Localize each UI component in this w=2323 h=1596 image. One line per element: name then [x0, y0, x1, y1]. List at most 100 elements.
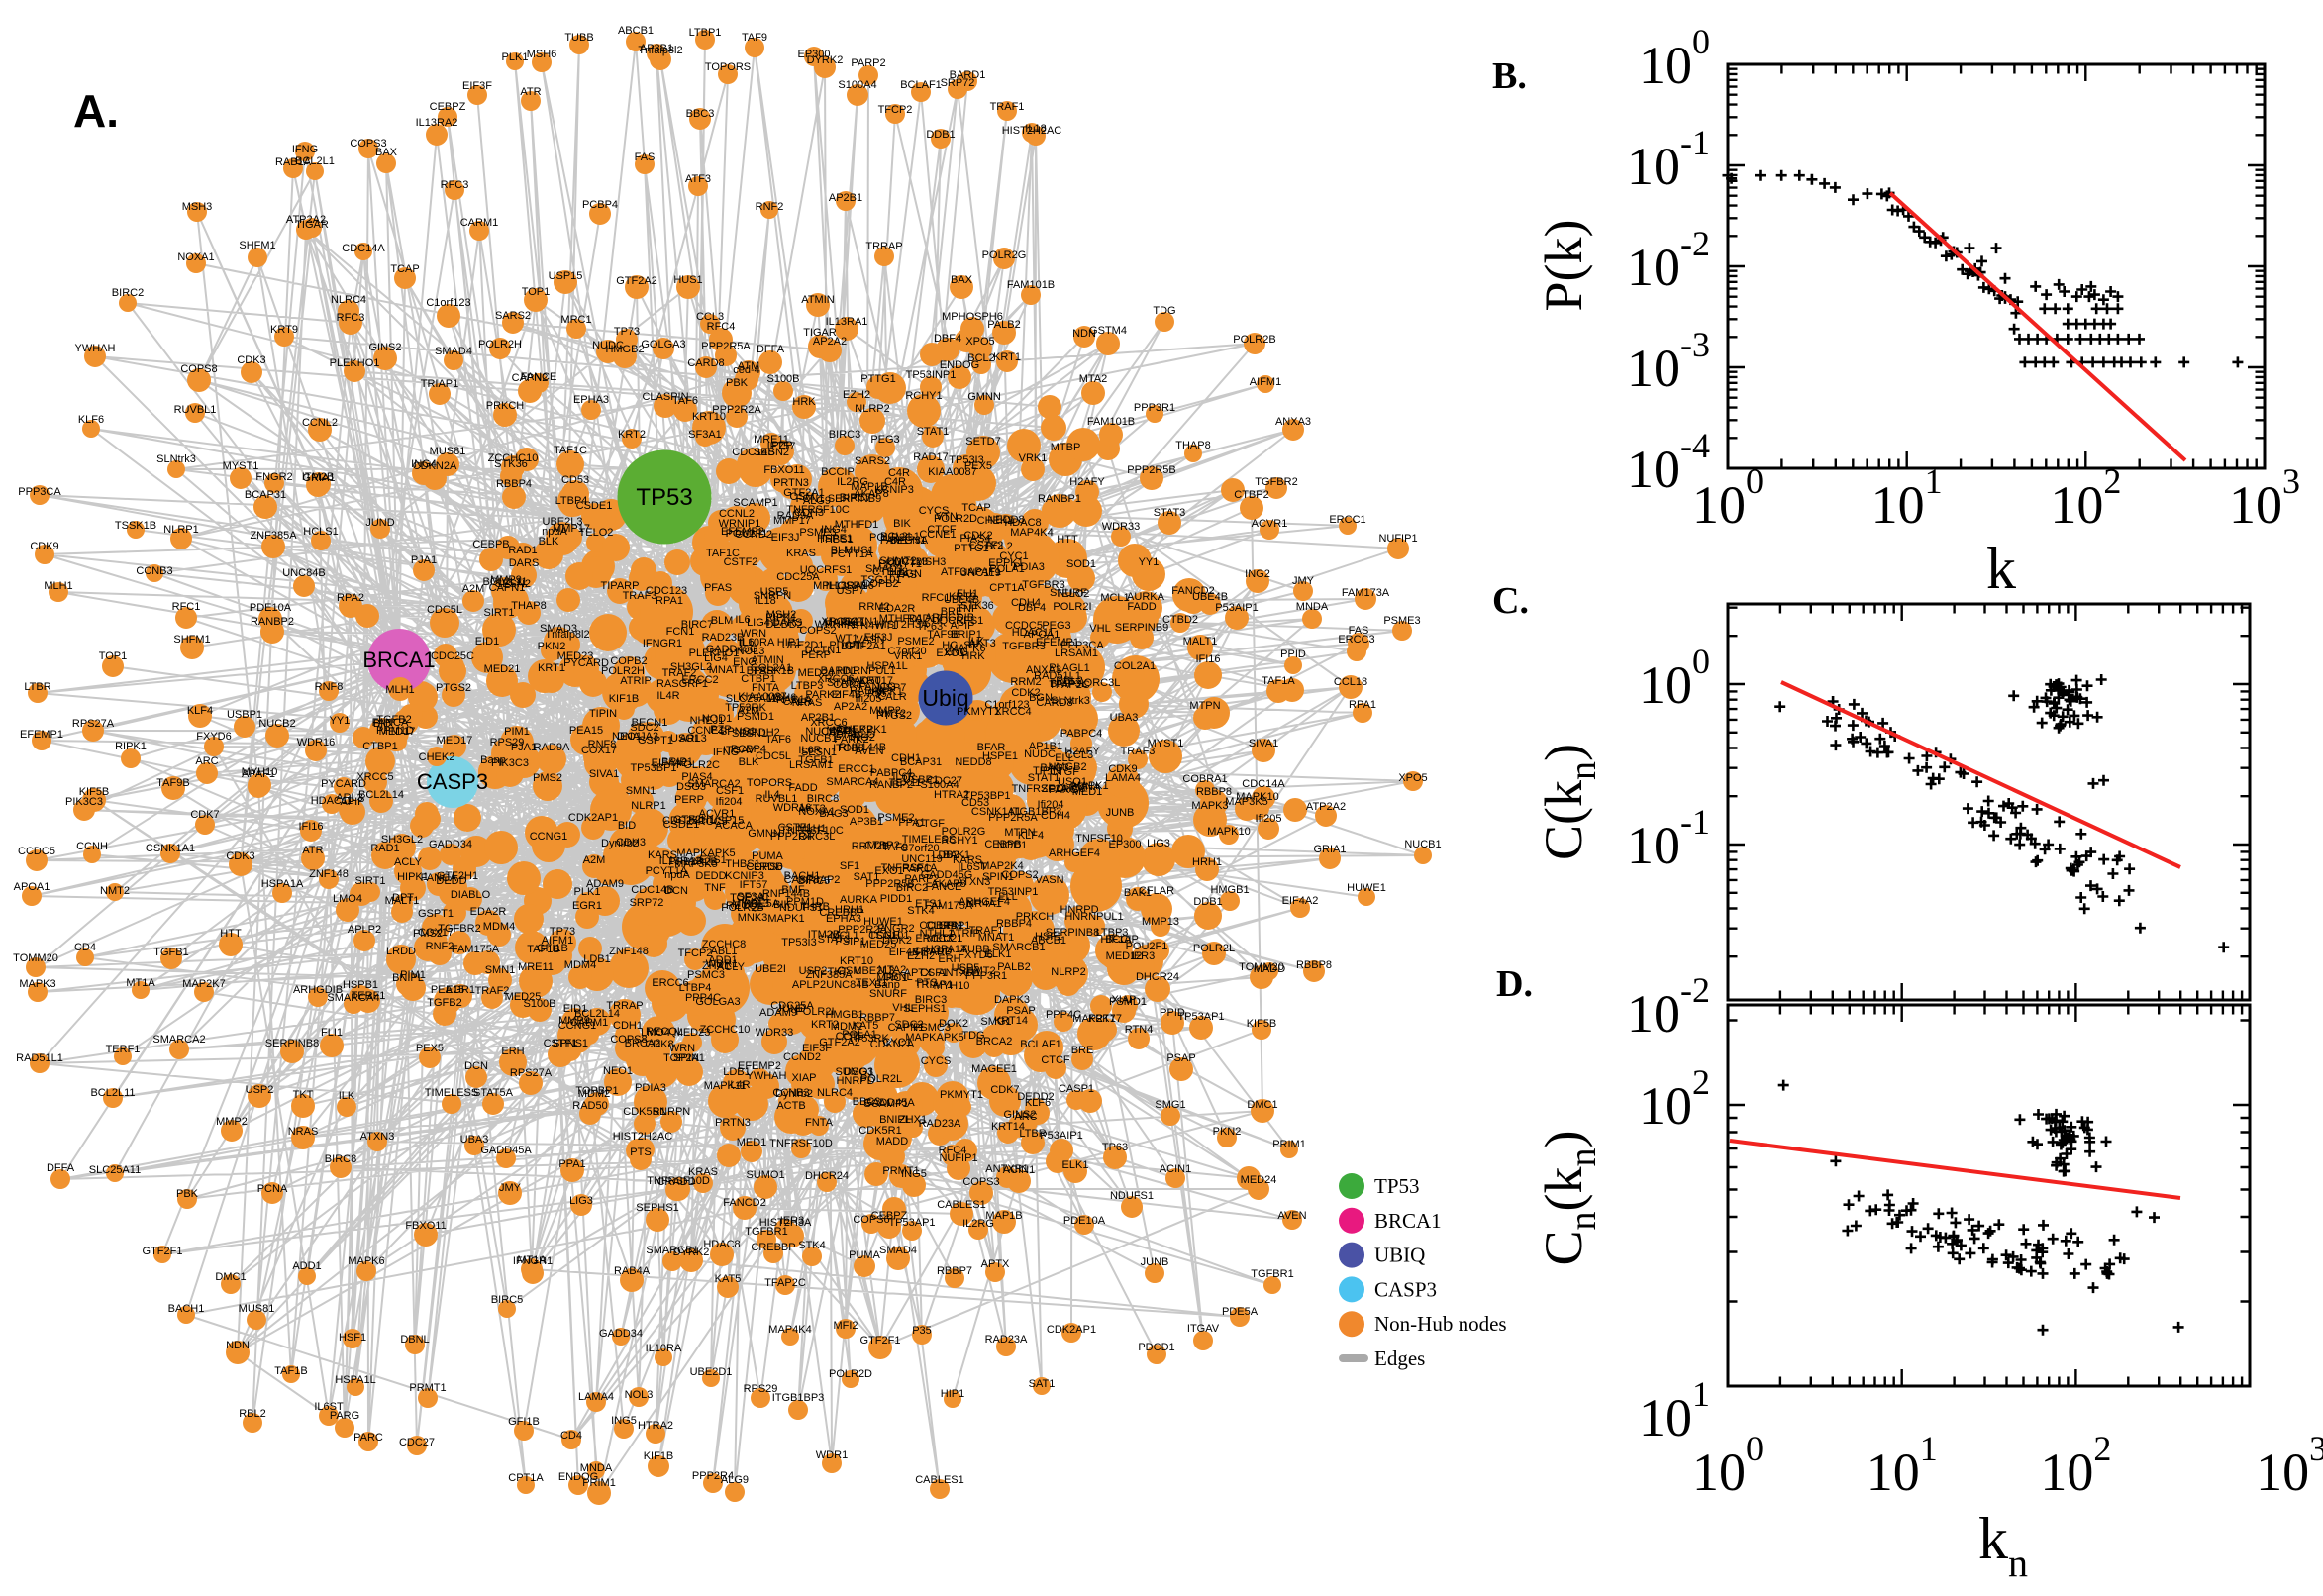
- svg-text:COPS3: COPS3: [350, 138, 386, 150]
- svg-text:MAP1B: MAP1B: [985, 1210, 1022, 1222]
- svg-text:k: k: [1986, 536, 2016, 601]
- svg-text:NR4A1: NR4A1: [966, 898, 1001, 910]
- svg-text:BCL2L11: BCL2L11: [90, 1087, 135, 1099]
- svg-text:USO1: USO1: [1058, 776, 1087, 788]
- svg-text:CASP3: CASP3: [417, 769, 488, 794]
- svg-text:kn: kn: [1978, 1506, 2028, 1585]
- svg-text:STK4: STK4: [798, 1240, 826, 1251]
- svg-text:TNFSF10: TNFSF10: [1075, 833, 1123, 845]
- svg-text:TOPORS: TOPORS: [747, 777, 792, 789]
- svg-text:ING5: ING5: [611, 1415, 637, 1427]
- svg-text:ADAM9: ADAM9: [759, 1007, 797, 1019]
- svg-text:JUNB: JUNB: [1141, 1256, 1169, 1268]
- svg-text:TGFB2: TGFB2: [376, 714, 411, 726]
- svg-text:10-2: 10-2: [1627, 224, 1710, 297]
- svg-text:KRT9: KRT9: [949, 591, 976, 603]
- svg-text:RAB4A: RAB4A: [614, 1265, 651, 1277]
- svg-text:RFC1: RFC1: [172, 601, 201, 613]
- svg-text:LMO4: LMO4: [333, 893, 362, 905]
- svg-text:ACIN1: ACIN1: [1160, 1163, 1191, 1175]
- svg-text:PMS2: PMS2: [533, 772, 562, 784]
- svg-text:SUMO1: SUMO1: [746, 1169, 784, 1181]
- svg-text:SF1: SF1: [840, 860, 859, 872]
- svg-text:NOL3: NOL3: [625, 1389, 654, 1401]
- svg-text:GTF2A1: GTF2A1: [783, 487, 825, 499]
- svg-text:B.: B.: [1492, 55, 1527, 97]
- svg-text:MED23: MED23: [674, 1027, 711, 1039]
- svg-text:TRRAP: TRRAP: [606, 1000, 643, 1012]
- svg-text:CDC14A: CDC14A: [342, 243, 385, 254]
- svg-text:MED25: MED25: [505, 991, 542, 1003]
- svg-text:COPS6: COPS6: [853, 1214, 889, 1226]
- svg-text:PPP2R5B: PPP2R5B: [1127, 464, 1176, 476]
- svg-text:TP53: TP53: [1374, 1174, 1420, 1198]
- svg-text:NLRP1: NLRP1: [163, 524, 198, 536]
- svg-text:MYST1: MYST1: [223, 460, 259, 472]
- svg-text:TAF9: TAF9: [742, 32, 767, 44]
- svg-text:MSH6: MSH6: [527, 49, 557, 60]
- svg-text:SIVA1: SIVA1: [1249, 738, 1278, 749]
- svg-text:BCCIP: BCCIP: [1105, 934, 1139, 946]
- svg-text:CD53: CD53: [561, 474, 589, 486]
- svg-text:CDC14B: CDC14B: [631, 884, 673, 896]
- svg-text:COPS3: COPS3: [962, 1176, 999, 1188]
- svg-text:RRM2: RRM2: [858, 601, 889, 613]
- svg-text:MNAT1: MNAT1: [978, 932, 1014, 944]
- svg-text:PJA1: PJA1: [411, 554, 437, 566]
- svg-text:ANXA3: ANXA3: [1275, 416, 1311, 428]
- svg-text:THAP8: THAP8: [1175, 440, 1210, 451]
- svg-text:POLR2C: POLR2C: [676, 759, 720, 771]
- svg-text:TP53INP1: TP53INP1: [906, 369, 957, 381]
- svg-text:ACTB: ACTB: [776, 1100, 805, 1112]
- svg-text:DMC1: DMC1: [1247, 1099, 1277, 1111]
- svg-text:XPO5: XPO5: [1398, 772, 1427, 784]
- svg-text:Non-Hub nodes: Non-Hub nodes: [1374, 1312, 1507, 1336]
- svg-text:TGFB2: TGFB2: [427, 997, 461, 1009]
- svg-text:BIRC7: BIRC7: [840, 492, 871, 504]
- svg-text:RANBP2: RANBP2: [251, 616, 294, 628]
- svg-text:TFCP2: TFCP2: [878, 104, 913, 116]
- svg-text:TP53I3: TP53I3: [781, 937, 816, 948]
- svg-text:CDC5L: CDC5L: [427, 604, 462, 616]
- svg-text:FADD: FADD: [1127, 601, 1156, 613]
- svg-text:CDH3: CDH3: [616, 837, 646, 848]
- svg-text:BLK: BLK: [739, 756, 759, 768]
- svg-text:Ifi205: Ifi205: [1256, 813, 1282, 825]
- svg-text:SESN1: SESN1: [801, 747, 837, 758]
- svg-text:MTA2: MTA2: [1079, 373, 1108, 385]
- svg-text:IFNG: IFNG: [292, 144, 318, 155]
- svg-text:CTBP1: CTBP1: [362, 741, 397, 752]
- svg-text:CYCS: CYCS: [921, 1055, 952, 1067]
- svg-text:TOMM20: TOMM20: [13, 952, 58, 964]
- svg-text:CABLES1: CABLES1: [937, 1199, 986, 1211]
- svg-text:APLP2: APLP2: [348, 924, 381, 936]
- svg-text:C1orf123: C1orf123: [426, 297, 470, 309]
- svg-text:PARP2: PARP2: [851, 57, 885, 69]
- svg-text:ATR: ATR: [302, 845, 323, 856]
- svg-text:AIFM1: AIFM1: [1250, 376, 1281, 388]
- svg-text:APAF1: APAF1: [967, 566, 1001, 578]
- svg-text:EIF3F: EIF3F: [462, 80, 492, 92]
- svg-text:SRP72: SRP72: [941, 77, 975, 89]
- svg-text:DSG3: DSG3: [844, 1066, 873, 1078]
- svg-text:HUWE1: HUWE1: [1347, 882, 1386, 894]
- svg-text:IER3: IER3: [1131, 950, 1155, 962]
- svg-text:MSH2: MSH2: [766, 609, 797, 621]
- svg-text:YWHAH: YWHAH: [75, 343, 116, 354]
- svg-text:ATP2A2: ATP2A2: [1306, 801, 1346, 813]
- svg-text:SARS2: SARS2: [495, 310, 531, 322]
- svg-text:CDC14A: CDC14A: [1242, 778, 1285, 790]
- svg-text:NLRP1: NLRP1: [631, 800, 665, 812]
- svg-text:TELO2: TELO2: [579, 527, 614, 539]
- svg-text:USP2: USP2: [246, 1084, 274, 1096]
- svg-text:RAD23B: RAD23B: [702, 632, 745, 644]
- svg-text:EIF4A2: EIF4A2: [1282, 895, 1319, 907]
- svg-text:RBL2: RBL2: [239, 1408, 266, 1420]
- svg-text:BIRC3: BIRC3: [829, 429, 860, 441]
- svg-text:DARS: DARS: [509, 557, 540, 569]
- svg-text:USP15: USP15: [549, 270, 583, 282]
- svg-text:TUBB: TUBB: [960, 944, 989, 955]
- svg-text:MRE11: MRE11: [518, 961, 554, 973]
- svg-text:USP7: USP7: [878, 682, 907, 694]
- svg-text:ABCB1: ABCB1: [1031, 935, 1066, 947]
